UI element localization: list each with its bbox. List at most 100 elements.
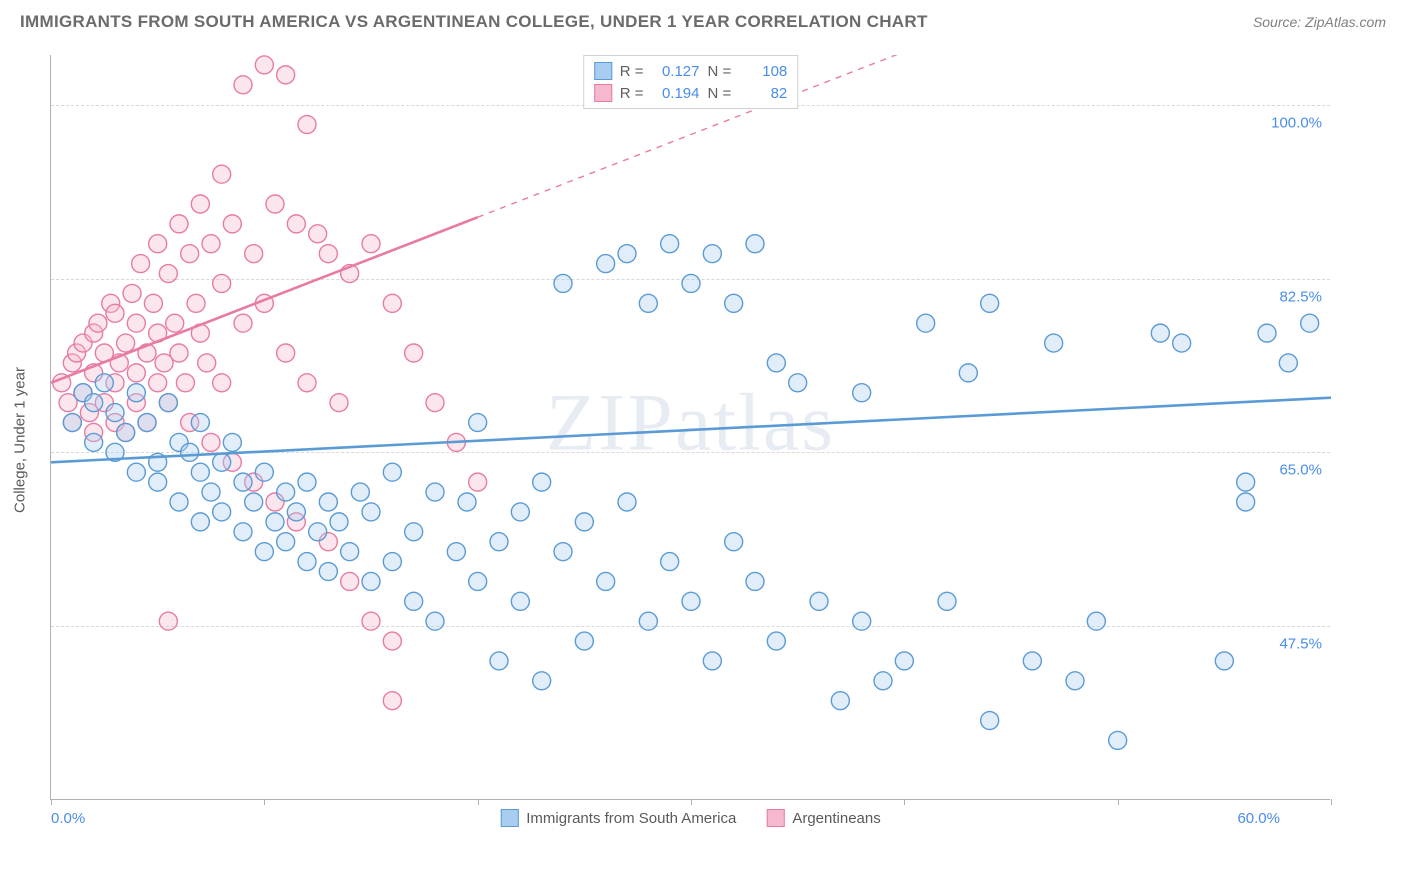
scatter-point: [1258, 324, 1276, 342]
scatter-point: [287, 503, 305, 521]
scatter-point: [362, 235, 380, 253]
scatter-point: [810, 592, 828, 610]
scatter-point: [234, 523, 252, 541]
scatter-point: [277, 483, 295, 501]
scatter-point: [85, 394, 103, 412]
scatter-point: [85, 433, 103, 451]
scatter-point: [362, 572, 380, 590]
scatter-point: [117, 423, 135, 441]
scatter-point: [1237, 493, 1255, 511]
scatter-point: [341, 543, 359, 561]
scatter-point: [298, 553, 316, 571]
scatter-point: [277, 344, 295, 362]
x-tick-end: 60.0%: [1237, 810, 1280, 827]
scatter-point: [618, 245, 636, 263]
scatter-point: [1173, 334, 1191, 352]
scatter-point: [298, 116, 316, 134]
scatter-point: [170, 215, 188, 233]
scatter-point: [1215, 652, 1233, 670]
scatter-point: [127, 314, 145, 332]
scatter-point: [309, 225, 327, 243]
scatter-point: [127, 364, 145, 382]
scatter-point: [149, 235, 167, 253]
scatter-point: [223, 215, 241, 233]
scatter-point: [362, 503, 380, 521]
scatter-point: [383, 692, 401, 710]
scatter-point: [213, 274, 231, 292]
scatter-point: [191, 463, 209, 481]
scatter-point: [469, 414, 487, 432]
scatter-point: [639, 294, 657, 312]
scatter-point: [362, 612, 380, 630]
scatter-point: [202, 235, 220, 253]
scatter-point: [213, 503, 231, 521]
scatter-point: [245, 245, 263, 263]
scatter-point: [63, 414, 81, 432]
scatter-point: [106, 404, 124, 422]
scatter-point: [746, 235, 764, 253]
scatter-point: [319, 245, 337, 263]
chart-title: IMMIGRANTS FROM SOUTH AMERICA VS ARGENTI…: [20, 12, 928, 32]
scatter-point: [234, 473, 252, 491]
legend-n-value-1: 108: [739, 63, 787, 80]
legend-swatch-2b: [766, 809, 784, 827]
scatter-point: [149, 473, 167, 491]
scatter-point: [511, 592, 529, 610]
scatter-point: [187, 294, 205, 312]
scatter-point: [298, 374, 316, 392]
scatter-point: [938, 592, 956, 610]
scatter-point: [405, 592, 423, 610]
scatter-point: [319, 563, 337, 581]
scatter-point: [213, 453, 231, 471]
legend-r-value-2: 0.194: [652, 85, 700, 102]
scatter-point: [159, 612, 177, 630]
scatter-point: [383, 632, 401, 650]
scatter-point: [181, 245, 199, 263]
scatter-point: [1151, 324, 1169, 342]
scatter-point: [132, 255, 150, 273]
scatter-point: [1109, 731, 1127, 749]
scatter-point: [1023, 652, 1041, 670]
scatter-point: [767, 354, 785, 372]
scatter-point: [138, 414, 156, 432]
scatter-point: [127, 463, 145, 481]
scatter-point: [166, 314, 184, 332]
scatter-point: [426, 394, 444, 412]
legend-swatch-1: [594, 62, 612, 80]
x-tick-start: 0.0%: [51, 810, 85, 827]
scatter-point: [831, 692, 849, 710]
scatter-point: [959, 364, 977, 382]
scatter-point: [287, 215, 305, 233]
legend-item-1: Immigrants from South America: [500, 809, 736, 827]
scatter-point: [330, 394, 348, 412]
scatter-point: [277, 66, 295, 84]
scatter-point: [170, 493, 188, 511]
scatter-point: [106, 304, 124, 322]
legend-r-label: R =: [620, 63, 644, 80]
scatter-point: [234, 76, 252, 94]
legend-label-1: Immigrants from South America: [526, 810, 736, 827]
scatter-point: [202, 433, 220, 451]
scatter-point: [341, 572, 359, 590]
scatter-point: [426, 483, 444, 501]
scatter-point: [1279, 354, 1297, 372]
scatter-point: [159, 265, 177, 283]
scatter-point: [1301, 314, 1319, 332]
scatter-point: [725, 533, 743, 551]
scatter-point: [266, 195, 284, 213]
scatter-point: [767, 632, 785, 650]
scatter-point: [383, 553, 401, 571]
scatter-point: [426, 612, 444, 630]
scatter-point: [330, 513, 348, 531]
scatter-point: [144, 294, 162, 312]
legend-row-series-2: R = 0.194 N = 82: [594, 82, 788, 104]
chart-area: College, Under 1 year ZIPatlas 47.5%65.0…: [50, 55, 1380, 825]
scatter-point: [917, 314, 935, 332]
scatter-point: [234, 314, 252, 332]
scatter-point: [255, 56, 273, 74]
scatter-point: [191, 513, 209, 531]
scatter-point: [746, 572, 764, 590]
scatter-point: [874, 672, 892, 690]
scatter-svg: [51, 55, 1331, 800]
scatter-point: [661, 553, 679, 571]
